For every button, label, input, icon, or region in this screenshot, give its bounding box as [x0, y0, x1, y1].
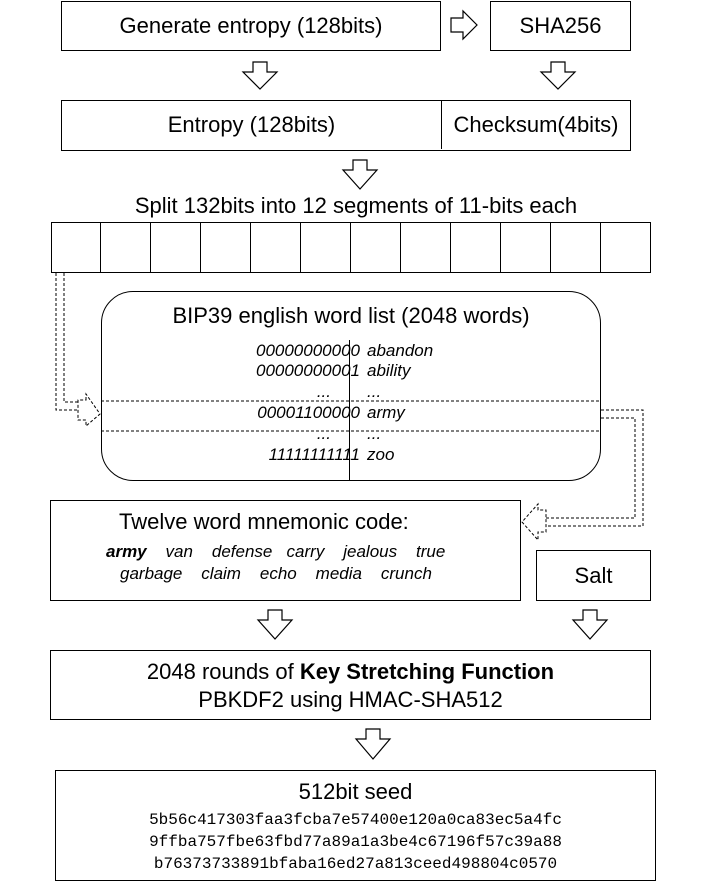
arrow-down-icon — [256, 609, 294, 640]
sha256-label: SHA256 — [519, 13, 602, 38]
wordlist-title: BIP39 english word list (2048 words) — [102, 302, 600, 330]
salt-label: Salt — [574, 562, 613, 588]
bits-3: 00001100000 — [257, 403, 360, 422]
dashed-arrow-left-icon — [521, 502, 547, 542]
mnemonic-word: jealous — [343, 542, 398, 561]
segments-strip — [51, 222, 651, 273]
mnemonic-word: van — [165, 542, 193, 561]
mnemonic-word: media — [315, 564, 362, 583]
wordlist-title-text: BIP39 english word list (2048 words) — [172, 303, 530, 328]
seed-line-2: 9ffba757fbe63fbd77a89a1a3be4c67196f57c39… — [149, 833, 562, 851]
segment-cell — [501, 222, 551, 272]
entropy-cell: Entropy (128bits) — [62, 101, 442, 149]
seed-line-3: b76373733891bfaba16ed27a813ceed498804c05… — [153, 855, 558, 873]
segment-cell — [201, 222, 251, 272]
stretch-line-2: PBKDF2 using HMAC-SHA512 — [51, 687, 650, 713]
arrow-right-icon — [450, 9, 478, 41]
segment-cell — [51, 222, 101, 272]
word-3: army — [367, 403, 405, 422]
word-5: zoo — [367, 445, 395, 464]
mnemonic-line-1: army van defense carry jealous true — [106, 542, 445, 562]
generate-entropy-label: Generate entropy (128bits) — [119, 13, 383, 38]
entropy-checksum-box: Entropy (128bits) Checksum(4bits) — [61, 100, 631, 151]
segment-cell — [351, 222, 401, 272]
split-label: Split 132bits into 12 segments of 11-bit… — [51, 192, 661, 220]
bits-4: ... — [316, 424, 331, 443]
mnemonic-word: claim — [201, 564, 241, 583]
segment-cell — [301, 222, 351, 272]
mnemonic-title: Twelve word mnemonic code: — [119, 509, 409, 535]
stretch-line-2-text: PBKDF2 using HMAC-SHA512 — [198, 687, 503, 712]
arrow-down-icon — [539, 61, 577, 90]
checksum-cell: Checksum(4bits) — [442, 101, 630, 149]
mnemonic-title-text: Twelve word mnemonic code: — [119, 509, 409, 534]
entropy-label: Entropy (128bits) — [167, 112, 336, 137]
bits-5: 11111111111 — [268, 445, 360, 464]
salt-box: Salt — [536, 550, 651, 601]
mnemonic-word: crunch — [380, 564, 432, 583]
seed-box: 512bit seed 5b56c417303faa3fcba7e57400e1… — [55, 770, 656, 881]
word-to-mnemonic-connector — [538, 409, 644, 527]
segment-cell — [451, 222, 501, 272]
stretch-prefix: 2048 rounds of — [146, 659, 300, 684]
key-stretching-box: 2048 rounds of Key Stretching Function P… — [50, 650, 651, 720]
bits-0: 00000000000 — [255, 341, 360, 360]
segment-cell — [401, 222, 451, 272]
segment-cell — [101, 222, 151, 272]
arrow-down-icon — [241, 61, 279, 90]
arrow-down-icon — [354, 728, 392, 760]
segment-cell — [251, 222, 301, 272]
seed-title: 512bit seed — [56, 779, 655, 805]
word-4: ... — [367, 424, 382, 443]
mnemonic-word: echo — [259, 564, 297, 583]
mnemonic-word: true — [416, 542, 446, 561]
word-2: ... — [367, 382, 382, 401]
mnemonic-box: Twelve word mnemonic code: army van defe… — [50, 500, 521, 601]
split-text: Split 132bits into 12 segments of 11-bit… — [134, 193, 578, 218]
stretch-line-1: 2048 rounds of Key Stretching Function — [51, 659, 650, 685]
wordlist-divider — [349, 340, 350, 480]
stretch-bold: Key Stretching Function — [299, 659, 555, 684]
arrow-down-icon — [571, 609, 609, 640]
mnemonic-word: defense — [211, 542, 273, 561]
bits-2: ... — [316, 382, 331, 401]
seed-title-text: 512bit seed — [298, 779, 413, 804]
mnemonic-line-2: garbage claim echo media crunch — [120, 564, 432, 584]
seed-line-1: 5b56c417303faa3fcba7e57400e120a0ca83ec5a… — [149, 811, 562, 829]
mnemonic-word: garbage — [120, 564, 183, 583]
dashed-arrow-right-icon — [77, 392, 101, 428]
word-0: abandon — [367, 341, 434, 360]
mnemonic-word: carry — [286, 542, 325, 561]
segment-cell — [551, 222, 601, 272]
segment-cell — [151, 222, 201, 272]
segment-to-word-connector — [55, 273, 86, 411]
word-1: ability — [367, 361, 411, 380]
checksum-label: Checksum(4bits) — [453, 112, 619, 137]
sha256-box: SHA256 — [490, 1, 631, 51]
bits-1: 00000000001 — [255, 361, 360, 380]
arrow-down-icon — [341, 159, 379, 190]
generate-entropy-box: Generate entropy (128bits) — [61, 1, 441, 51]
mnemonic-word: army — [106, 542, 147, 561]
wordlist-box: BIP39 english word list (2048 words) — [101, 291, 601, 481]
